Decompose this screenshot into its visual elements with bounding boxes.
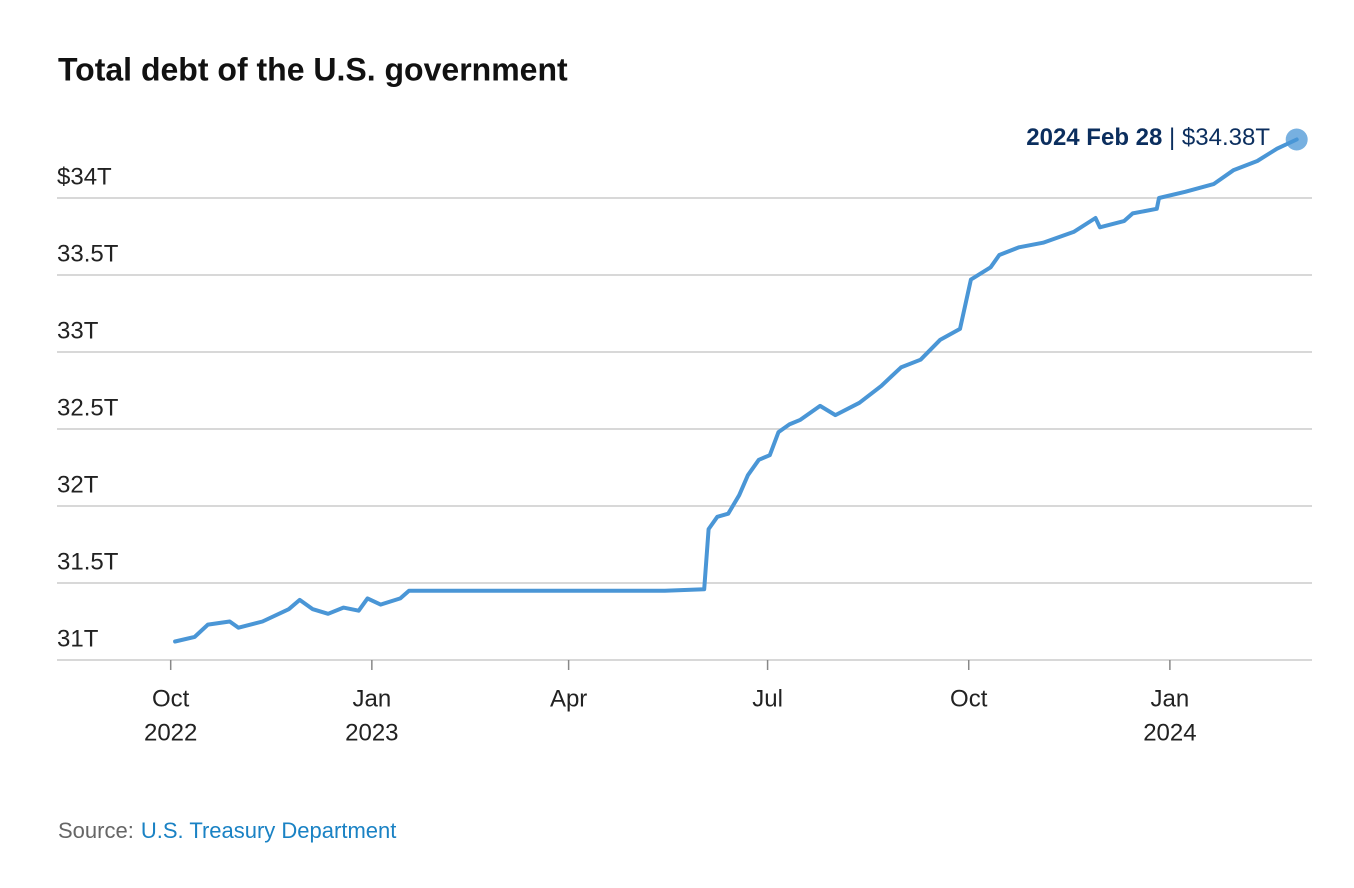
y-tick-label: 32T [57,471,99,498]
x-tick-year: 2022 [144,719,197,746]
x-tick-year: 2024 [1143,719,1196,746]
x-tick-label: Jan [1151,685,1190,712]
y-tick-label: 33T [57,317,99,344]
source-link[interactable]: U.S. Treasury Department [141,818,397,843]
annotation: 2024 Feb 28 | $34.38T [1026,124,1270,151]
x-tick-year: 2023 [345,719,398,746]
source-label: Source: [58,818,134,843]
separator: | [1162,124,1182,151]
x-tick-label: Jan [352,685,391,712]
chart-title: Total debt of the U.S. government [58,51,568,87]
x-tick-label: Apr [550,685,587,712]
annotation-value: $34.38T [1182,124,1270,151]
x-tick-label: Jul [752,685,783,712]
line [173,137,1299,644]
annotation-date: 2024 Feb 28 [1026,124,1162,151]
y-tick-label: 31T [57,625,99,652]
source: Source: U.S. Treasury Department [58,818,396,843]
y-tick-label: $34T [57,163,112,190]
y-tick-label: 33.5T [57,240,119,267]
y-tick-label: 32.5T [57,394,119,421]
x-tick-label: Oct [950,685,988,712]
end-point [1285,128,1308,151]
y-tick-label: 31.5T [57,548,119,575]
x-tick-label: Oct [152,685,190,712]
